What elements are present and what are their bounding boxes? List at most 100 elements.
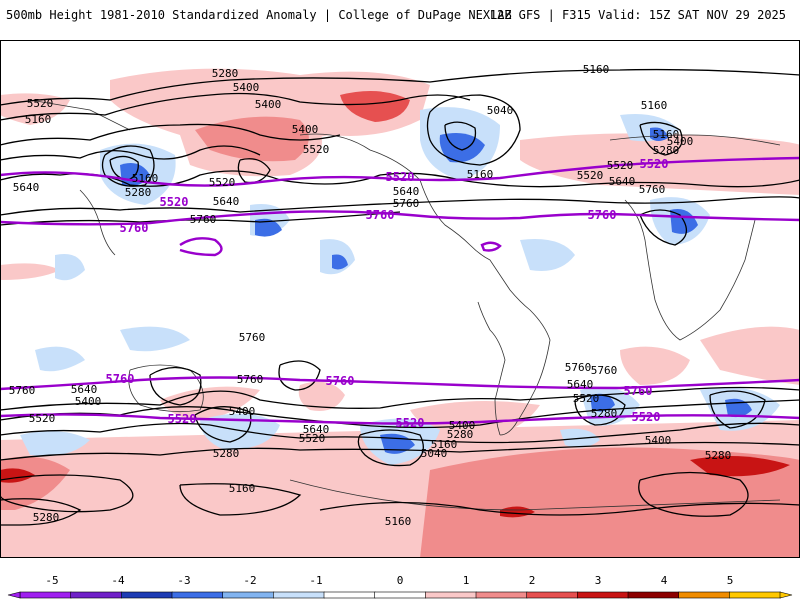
- contour-label: 5160: [653, 128, 680, 141]
- contour-label: 5040: [487, 104, 514, 117]
- colorbar-bin: [729, 591, 781, 599]
- highlight-label: 5760: [588, 208, 617, 222]
- highlight-label: 5520: [160, 195, 189, 209]
- colorbar-tick-label: -4: [111, 574, 125, 587]
- contour-label: 5520: [299, 432, 326, 445]
- highlight-label: 5760: [624, 384, 653, 398]
- colorbar-ticks: -5 -4 -3 -2 -1 0 1 2 3 4 5: [45, 574, 733, 587]
- contour-label: 5400: [229, 405, 256, 418]
- highlight-label: 5520: [632, 410, 661, 424]
- contour-label: 5640: [13, 181, 40, 194]
- highlight-label: 5520: [386, 170, 415, 184]
- colorbar-bin: [627, 591, 680, 599]
- contour-label: 5400: [255, 98, 282, 111]
- colorbar: -5 -4 -3 -2 -1 0 1 2 3 4 5: [7, 574, 793, 599]
- contour-label: 5160: [641, 99, 668, 112]
- contour-label: 5400: [667, 135, 694, 148]
- contour-label: 5640: [303, 423, 330, 436]
- highlight-label: 5760: [120, 221, 149, 235]
- colorbar-tick-label: -5: [45, 574, 58, 587]
- colorbar-tick-label: 4: [661, 574, 668, 587]
- highlight-contours: [0, 156, 800, 425]
- contour-label: 5760: [591, 364, 618, 377]
- colorbar-bin: [678, 591, 731, 599]
- colorbar-tick-label: -2: [243, 574, 256, 587]
- colorbar-tick-label: 5: [727, 574, 734, 587]
- colorbar-min-arrow: [7, 591, 21, 599]
- colorbar-bin: [425, 591, 477, 599]
- colorbar-max-arrow: [779, 591, 793, 599]
- highlight-label: 5760: [106, 372, 135, 386]
- contour-label: 5760: [565, 361, 592, 374]
- contour-label: 5640: [213, 195, 240, 208]
- colorbar-bin: [577, 591, 629, 599]
- contour-label: 5640: [393, 185, 420, 198]
- contour-label: 5280: [125, 186, 152, 199]
- highlight-label: 5760: [366, 208, 395, 222]
- contour-label: 5160: [583, 63, 610, 76]
- colorbar-tick-label: 0: [397, 574, 404, 587]
- contour-label: 5760: [393, 197, 420, 210]
- colorbar-tick-label: -3: [177, 574, 190, 587]
- colorbar-tick-label: 3: [595, 574, 602, 587]
- colorbar-bin: [273, 591, 325, 599]
- contour-label: 5160: [132, 172, 159, 185]
- contour-label: 5040: [421, 447, 448, 460]
- colorbar-bin: [121, 591, 173, 599]
- highlight-label: 5520: [168, 412, 197, 426]
- highlight-label-layer: 5520 5760 5520 5520 5760 5760 5760 5760 …: [106, 157, 669, 430]
- contour-label: 5280: [213, 447, 240, 460]
- contour-label: 5520: [27, 97, 54, 110]
- contour-label: 5520: [303, 143, 330, 156]
- contour-label: 5760: [239, 331, 266, 344]
- colorbar-bin: [526, 591, 579, 599]
- contour-label: 5400: [292, 123, 319, 136]
- contour-label: 5160: [431, 438, 458, 451]
- contour-label: 5400: [449, 419, 476, 432]
- contour-label: 5760: [9, 384, 36, 397]
- contour-label: 5640: [567, 378, 594, 391]
- contour-label: 5280: [33, 511, 60, 524]
- colorbar-bin: [222, 591, 275, 599]
- contour-label: 5280: [705, 449, 732, 462]
- contour-label: 5160: [385, 515, 412, 528]
- highlight-label: 5520: [396, 416, 425, 430]
- contour-label: 5160: [229, 482, 256, 495]
- colorbar-bins: [7, 591, 793, 599]
- contour-label: 5520: [209, 176, 236, 189]
- contour-label: 5280: [447, 428, 474, 441]
- contour-label: 5520: [573, 392, 600, 405]
- contour-label: 5280: [653, 144, 680, 157]
- contour-label: 5400: [233, 81, 260, 94]
- contour-label: 5760: [639, 183, 666, 196]
- colorbar-tick-label: 2: [529, 574, 536, 587]
- contour-label: 5400: [645, 434, 672, 447]
- contour-label: 5520: [577, 169, 604, 182]
- contour-label: 5760: [237, 373, 264, 386]
- colorbar-tick-label: 1: [463, 574, 470, 587]
- contour-label: 5760: [190, 213, 217, 226]
- contour-label: 5520: [29, 412, 56, 425]
- contour-label: 5160: [467, 168, 494, 181]
- contour-label: 5280: [591, 407, 618, 420]
- colorbar-bin: [19, 591, 72, 599]
- colorbar-bin: [171, 591, 224, 599]
- contour-label: 5160: [25, 113, 52, 126]
- contour-label: 5280: [212, 67, 239, 80]
- contour-label: 5400: [75, 395, 102, 408]
- contour-label: 5640: [609, 175, 636, 188]
- contour-label-layer: 5280 5400 5160 5160 5040 5160 5400 5400 …: [9, 63, 732, 528]
- strong-positive-shading: [0, 91, 800, 558]
- colorbar-tick-label: -1: [309, 574, 322, 587]
- highlight-label: 5520: [640, 157, 669, 171]
- highlight-label: 5760: [326, 374, 355, 388]
- product-title: 500mb Height 1981-2010 Standardized Anom…: [6, 8, 512, 22]
- colorbar-bin: [323, 591, 376, 599]
- colorbar-bin: [70, 591, 123, 599]
- highlight-label-extra: 5760: [624, 384, 653, 398]
- colorbar-bin: [475, 591, 528, 599]
- run-info: 12Z GFS | F315 Valid: 15Z SAT NOV 29 202…: [489, 8, 786, 22]
- anomaly-map: 5280 5400 5160 5160 5040 5160 5400 5400 …: [0, 40, 800, 558]
- contour-label: 5520: [607, 159, 634, 172]
- contour-label: 5640: [71, 383, 98, 396]
